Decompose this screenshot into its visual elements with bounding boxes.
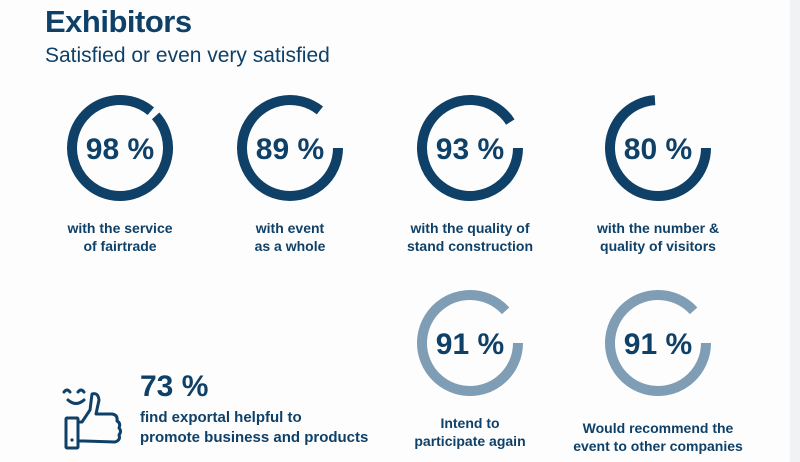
caption-5: Intend to participate again: [370, 414, 570, 450]
donut-value-3: 93 %: [436, 133, 504, 166]
caption-3: with the quality of stand construction: [370, 219, 570, 255]
caption-6-line-2: event to other companies: [573, 438, 743, 454]
page-subtitle: Satisfied or even very satisfied: [45, 44, 330, 67]
caption-6: Would recommend the event to other compa…: [558, 419, 758, 455]
donut-ring-2: [237, 95, 343, 201]
caption-2-line-1: with event: [255, 220, 325, 236]
thumbs-up-smiley-icon: [62, 388, 122, 450]
caption-6-line-1: Would recommend the: [582, 420, 734, 436]
donut-ring-1: [67, 95, 173, 201]
highlight-caption-line-1: find exportal helpful to: [140, 409, 302, 426]
caption-2-line-2: as a whole: [254, 238, 326, 254]
donut-value-1: 98 %: [86, 133, 154, 166]
highlight-stat: 73 % find exportal helpful to promote bu…: [60, 370, 380, 460]
highlight-caption: find exportal helpful to promote busines…: [140, 408, 368, 448]
donut-value-4: 80 %: [624, 133, 692, 166]
donut-ring-3: [417, 95, 523, 201]
caption-2: with event as a whole: [190, 219, 390, 255]
donut-ring-4: [605, 95, 711, 201]
caption-4: with the number & quality of visitors: [558, 219, 758, 255]
donut-value-6: 91 %: [624, 328, 692, 361]
donut-ring-5: [417, 290, 523, 396]
donut-value-5: 91 %: [436, 328, 504, 361]
caption-4-line-2: quality of visitors: [600, 238, 716, 254]
side-strip: [790, 0, 800, 462]
caption-3-line-1: with the quality of: [410, 220, 530, 236]
caption-3-line-2: stand construction: [406, 238, 533, 254]
donut-ring-6: [605, 290, 711, 396]
donut-value-2: 89 %: [256, 133, 324, 166]
page-title: Exhibitors: [45, 4, 192, 39]
caption-4-line-1: with the number &: [596, 220, 720, 236]
caption-1: with the service of fairtrade: [20, 219, 220, 255]
highlight-caption-line-2: promote business and products: [140, 429, 369, 446]
caption-1-line-1: with the service: [67, 220, 173, 236]
caption-5-line-1: Intend to: [440, 415, 500, 431]
highlight-value: 73 %: [140, 370, 209, 403]
caption-1-line-2: of fairtrade: [83, 238, 157, 254]
caption-5-line-2: participate again: [414, 433, 526, 449]
